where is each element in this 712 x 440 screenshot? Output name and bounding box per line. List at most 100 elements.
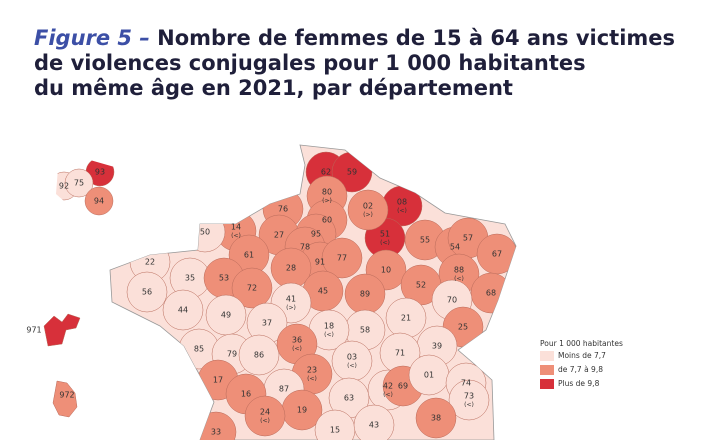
department-label: 971 bbox=[26, 326, 41, 335]
department-label: 44 bbox=[178, 306, 188, 315]
department-label: 86 bbox=[254, 351, 264, 360]
legend-label: Plus de 9,8 bbox=[558, 379, 600, 388]
department bbox=[353, 404, 395, 440]
legend-swatch bbox=[540, 365, 554, 375]
department-label: 02 bbox=[363, 202, 373, 211]
department-label: 88 bbox=[454, 266, 464, 275]
department-note: (>) bbox=[363, 212, 373, 219]
department-label: 78 bbox=[300, 243, 310, 252]
department-label: 70 bbox=[447, 296, 457, 305]
department-label: 60 bbox=[322, 216, 332, 225]
department-label: 01 bbox=[424, 371, 434, 380]
department-label: 18 bbox=[324, 322, 334, 331]
legend-label: Moins de 7,7 bbox=[558, 351, 606, 360]
title-line: de violences conjugales pour 1 000 habit… bbox=[34, 51, 586, 75]
department-note: (<) bbox=[260, 418, 270, 425]
department-note: (<) bbox=[397, 208, 407, 215]
department-note: (<) bbox=[324, 332, 334, 339]
department-label: 95 bbox=[311, 230, 321, 239]
department-note: (>) bbox=[322, 198, 332, 205]
department-label: 38 bbox=[431, 414, 441, 423]
department-label: 49 bbox=[221, 311, 231, 320]
department-label: 75 bbox=[74, 179, 84, 188]
title-line: Figure 5 – Nombre de femmes de 15 à 64 a… bbox=[34, 26, 675, 51]
department-label: 94 bbox=[94, 197, 104, 206]
department bbox=[321, 237, 363, 279]
department bbox=[64, 168, 94, 198]
department-label: 92 bbox=[59, 182, 69, 191]
department-label: 14 bbox=[231, 223, 241, 232]
department-label: 03 bbox=[347, 353, 357, 362]
department-label: 67 bbox=[492, 250, 502, 259]
department-label: 68 bbox=[486, 289, 496, 298]
department-label: 16 bbox=[241, 390, 251, 399]
department-note: (<) bbox=[464, 402, 474, 409]
department-note: (<) bbox=[231, 233, 241, 240]
department-note: (<) bbox=[347, 363, 357, 370]
department-label: 28 bbox=[286, 264, 296, 273]
department bbox=[52, 380, 78, 418]
department-note: (<) bbox=[307, 376, 317, 383]
department-label: 80 bbox=[322, 188, 332, 197]
department-label: 25 bbox=[458, 323, 468, 332]
legend-title: Pour 1 000 habitantes bbox=[540, 339, 623, 348]
department bbox=[448, 379, 490, 421]
department bbox=[231, 267, 273, 309]
department bbox=[162, 289, 204, 331]
department-note: (<) bbox=[383, 392, 393, 399]
department-label: 17 bbox=[213, 376, 223, 385]
department-label: 21 bbox=[401, 314, 411, 323]
department-label: 52 bbox=[416, 281, 426, 290]
department-label: 24 bbox=[260, 408, 270, 417]
department-label: 54 bbox=[450, 243, 460, 252]
department-label: 76 bbox=[278, 205, 288, 214]
department-label: 55 bbox=[420, 236, 430, 245]
department bbox=[238, 334, 280, 376]
department-label: 58 bbox=[360, 326, 370, 335]
department-label: 36 bbox=[292, 336, 302, 345]
department-label: 08 bbox=[397, 198, 407, 207]
overseas bbox=[43, 313, 81, 418]
department bbox=[347, 189, 389, 231]
department-note: (<) bbox=[454, 276, 464, 283]
department-label: 39 bbox=[432, 342, 442, 351]
department-label: 51 bbox=[380, 230, 390, 239]
title-text: Nombre de femmes de 15 à 64 ans victimes bbox=[157, 26, 676, 50]
department-label: 61 bbox=[244, 251, 254, 260]
department-label: 59 bbox=[347, 168, 357, 177]
department-label: 87 bbox=[279, 385, 289, 394]
department-label: 72 bbox=[247, 284, 257, 293]
title-prefix: Figure 5 – bbox=[34, 26, 150, 50]
department bbox=[244, 395, 286, 437]
department-label: 43 bbox=[369, 421, 379, 430]
department bbox=[43, 313, 81, 347]
department bbox=[126, 271, 168, 313]
department-label: 42 bbox=[383, 382, 393, 391]
department-label: 57 bbox=[463, 234, 473, 243]
department-label: 45 bbox=[318, 287, 328, 296]
legend: Pour 1 000 habitantes Moins de 7,7 de 7,7 … bbox=[540, 339, 623, 389]
department-label: 69 bbox=[398, 382, 408, 391]
legend-label: de 7,7 à 9,8 bbox=[558, 365, 603, 374]
department-label: 41 bbox=[286, 295, 296, 304]
department-label: 56 bbox=[142, 288, 152, 297]
department bbox=[415, 397, 457, 439]
department-label: 22 bbox=[145, 258, 155, 267]
department-label: 85 bbox=[194, 345, 204, 354]
title: Figure 5 – Nombre de femmes de 15 à 64 a… bbox=[34, 26, 675, 101]
department-label: 93 bbox=[95, 168, 105, 177]
department-label: 10 bbox=[381, 266, 391, 275]
title-line: du même âge en 2021, par département bbox=[34, 76, 513, 100]
department-label: 19 bbox=[297, 406, 307, 415]
department-label: 972 bbox=[59, 391, 74, 400]
department-label: 91 bbox=[315, 258, 325, 267]
department-label: 77 bbox=[337, 254, 347, 263]
department-label: 74 bbox=[461, 379, 471, 388]
department-label: 50 bbox=[200, 228, 210, 237]
department-label: 89 bbox=[360, 290, 370, 299]
department-note: (>) bbox=[286, 305, 296, 312]
department-label: 73 bbox=[464, 392, 474, 401]
legend-swatch bbox=[540, 379, 554, 389]
